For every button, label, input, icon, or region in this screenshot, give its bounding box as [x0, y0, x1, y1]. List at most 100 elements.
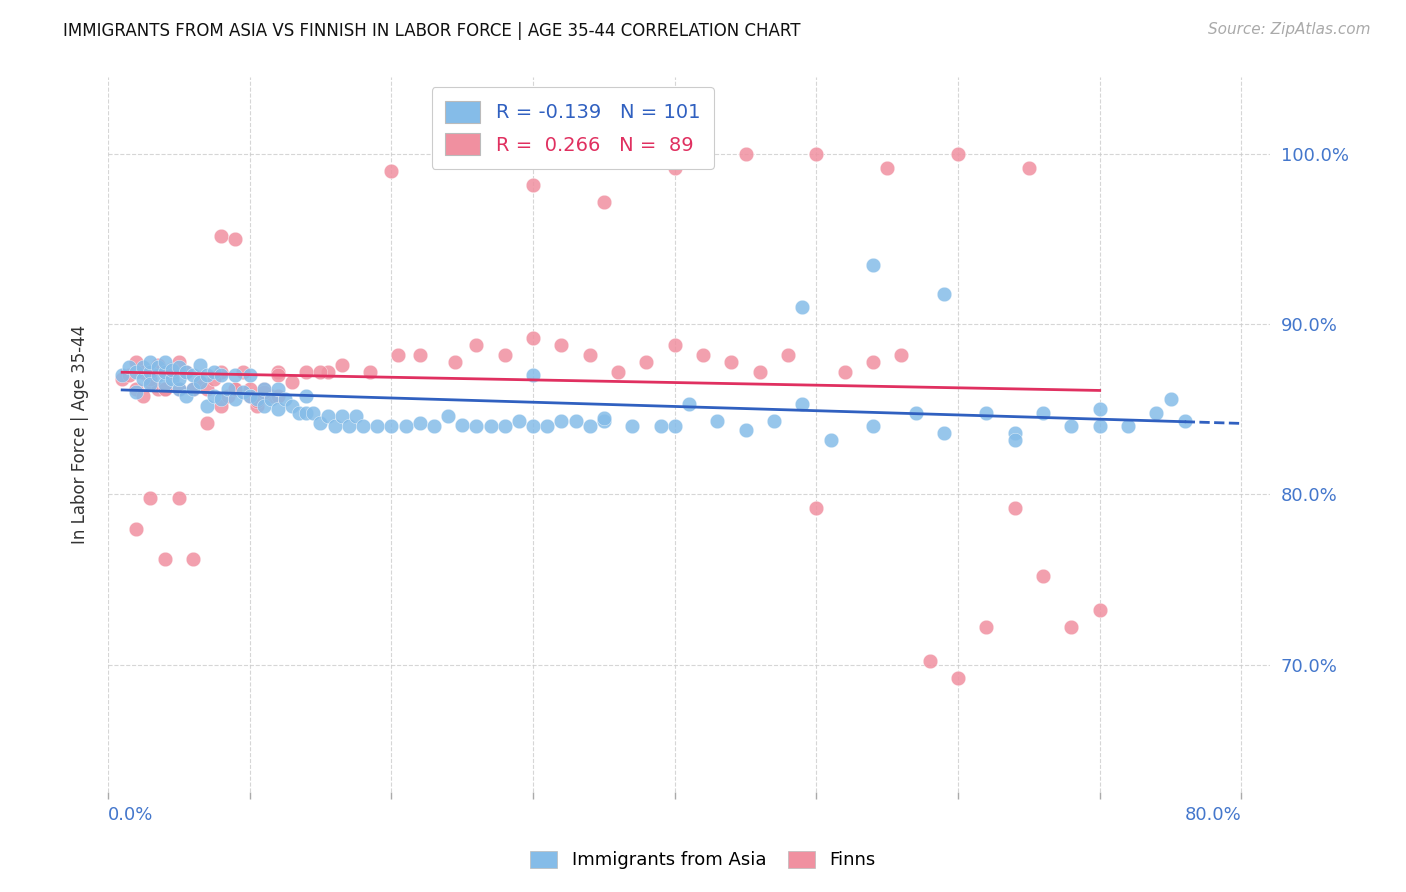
Point [181, 382, 204, 396]
Point [195, 399, 218, 413]
Point [139, 491, 162, 505]
Point [160, 365, 183, 379]
Point [146, 359, 169, 374]
Point [451, 417, 474, 432]
Point [267, 402, 290, 417]
Point [217, 382, 239, 396]
Point [408, 348, 430, 362]
Point [195, 382, 218, 396]
Point [274, 392, 297, 407]
Point [564, 414, 586, 428]
Point [820, 433, 842, 447]
Point [232, 365, 254, 379]
Point [181, 368, 204, 383]
Point [394, 419, 416, 434]
Point [1060, 419, 1083, 434]
Point [479, 419, 502, 434]
Point [267, 389, 290, 403]
Point [111, 372, 134, 386]
Point [160, 363, 183, 377]
Point [139, 376, 162, 391]
Point [918, 654, 941, 668]
Point [592, 194, 614, 209]
Point [636, 355, 658, 369]
Point [578, 419, 600, 434]
Point [592, 414, 614, 428]
Point [188, 375, 211, 389]
Point [465, 337, 488, 351]
Point [153, 365, 176, 379]
Point [1018, 161, 1040, 175]
Text: 0.0%: 0.0% [108, 806, 153, 824]
Point [132, 372, 155, 386]
Point [167, 382, 190, 396]
Point [748, 365, 770, 379]
Point [224, 368, 246, 383]
Point [323, 419, 346, 434]
Point [352, 419, 374, 434]
Point [946, 147, 969, 161]
Point [181, 552, 204, 566]
Point [139, 372, 162, 386]
Point [125, 365, 148, 379]
Point [125, 522, 148, 536]
Point [146, 358, 169, 372]
Point [153, 382, 176, 396]
Point [664, 337, 686, 351]
Point [288, 406, 311, 420]
Point [153, 355, 176, 369]
Point [720, 355, 742, 369]
Point [125, 385, 148, 400]
Point [239, 389, 262, 403]
Point [174, 389, 197, 403]
Point [904, 406, 927, 420]
Point [118, 368, 141, 383]
Point [174, 365, 197, 379]
Point [792, 397, 814, 411]
Point [267, 365, 290, 379]
Point [437, 409, 460, 424]
Point [494, 419, 516, 434]
Point [734, 423, 756, 437]
Point [508, 414, 530, 428]
Point [246, 392, 269, 407]
Point [451, 147, 474, 161]
Point [337, 419, 360, 434]
Point [167, 372, 190, 386]
Point [295, 365, 318, 379]
Point [224, 382, 246, 396]
Legend: Immigrants from Asia, Finns: Immigrants from Asia, Finns [522, 842, 884, 879]
Point [309, 416, 332, 430]
Point [664, 419, 686, 434]
Point [678, 397, 700, 411]
Point [592, 410, 614, 425]
Point [1088, 402, 1111, 417]
Point [188, 358, 211, 372]
Point [111, 368, 134, 383]
Point [380, 419, 402, 434]
Point [862, 258, 884, 272]
Point [160, 372, 183, 386]
Point [253, 382, 276, 396]
Point [932, 286, 955, 301]
Point [202, 372, 225, 386]
Point [465, 419, 488, 434]
Point [209, 399, 232, 413]
Point [408, 416, 430, 430]
Point [522, 419, 544, 434]
Point [1116, 419, 1139, 434]
Point [239, 368, 262, 383]
Point [224, 232, 246, 246]
Point [330, 409, 353, 424]
Point [295, 406, 318, 420]
Point [174, 365, 197, 379]
Point [330, 358, 353, 372]
Point [706, 414, 728, 428]
Point [862, 419, 884, 434]
Point [316, 409, 339, 424]
Point [359, 365, 381, 379]
Point [762, 414, 785, 428]
Point [1004, 433, 1026, 447]
Point [153, 552, 176, 566]
Point [522, 331, 544, 345]
